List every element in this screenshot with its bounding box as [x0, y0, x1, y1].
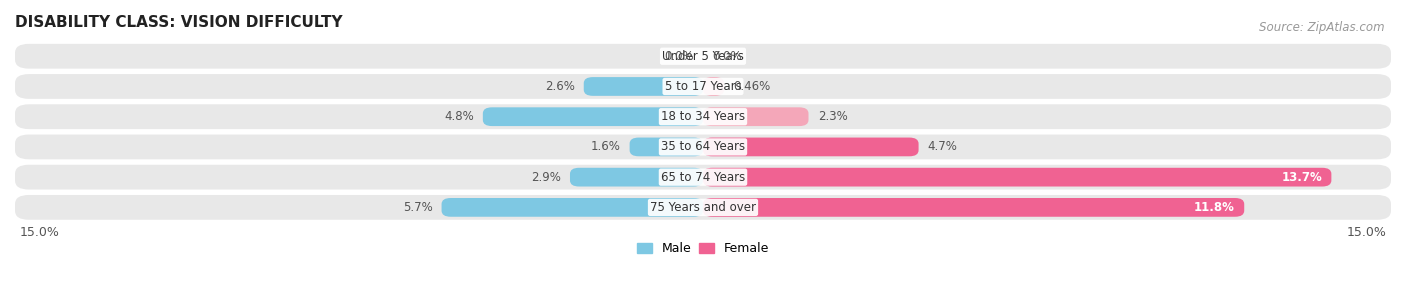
FancyBboxPatch shape [482, 107, 703, 126]
Text: 1.6%: 1.6% [591, 140, 620, 154]
Text: Under 5 Years: Under 5 Years [662, 50, 744, 63]
Text: 5 to 17 Years: 5 to 17 Years [665, 80, 741, 93]
FancyBboxPatch shape [15, 165, 1391, 189]
Text: 0.46%: 0.46% [734, 80, 770, 93]
Text: 11.8%: 11.8% [1194, 201, 1234, 214]
FancyBboxPatch shape [703, 77, 724, 96]
FancyBboxPatch shape [15, 44, 1391, 69]
FancyBboxPatch shape [583, 77, 703, 96]
FancyBboxPatch shape [15, 74, 1391, 99]
Text: 75 Years and over: 75 Years and over [650, 201, 756, 214]
Text: 15.0%: 15.0% [1347, 226, 1386, 239]
Text: Source: ZipAtlas.com: Source: ZipAtlas.com [1260, 21, 1385, 34]
FancyBboxPatch shape [630, 137, 703, 156]
FancyBboxPatch shape [703, 168, 1331, 187]
Text: 13.7%: 13.7% [1281, 171, 1322, 184]
Text: 2.6%: 2.6% [544, 80, 575, 93]
Legend: Male, Female: Male, Female [631, 237, 775, 261]
Text: 4.8%: 4.8% [444, 110, 474, 123]
FancyBboxPatch shape [15, 135, 1391, 159]
Text: 0.0%: 0.0% [713, 50, 742, 63]
FancyBboxPatch shape [703, 198, 1244, 217]
Text: DISABILITY CLASS: VISION DIFFICULTY: DISABILITY CLASS: VISION DIFFICULTY [15, 15, 343, 30]
Text: 15.0%: 15.0% [20, 226, 59, 239]
Text: 18 to 34 Years: 18 to 34 Years [661, 110, 745, 123]
Text: 0.0%: 0.0% [664, 50, 693, 63]
Text: 65 to 74 Years: 65 to 74 Years [661, 171, 745, 184]
FancyBboxPatch shape [703, 107, 808, 126]
FancyBboxPatch shape [441, 198, 703, 217]
Text: 2.3%: 2.3% [818, 110, 848, 123]
FancyBboxPatch shape [569, 168, 703, 187]
Text: 35 to 64 Years: 35 to 64 Years [661, 140, 745, 154]
Text: 4.7%: 4.7% [928, 140, 957, 154]
Text: 5.7%: 5.7% [402, 201, 433, 214]
Text: 2.9%: 2.9% [531, 171, 561, 184]
FancyBboxPatch shape [15, 195, 1391, 220]
FancyBboxPatch shape [703, 137, 918, 156]
FancyBboxPatch shape [15, 104, 1391, 129]
